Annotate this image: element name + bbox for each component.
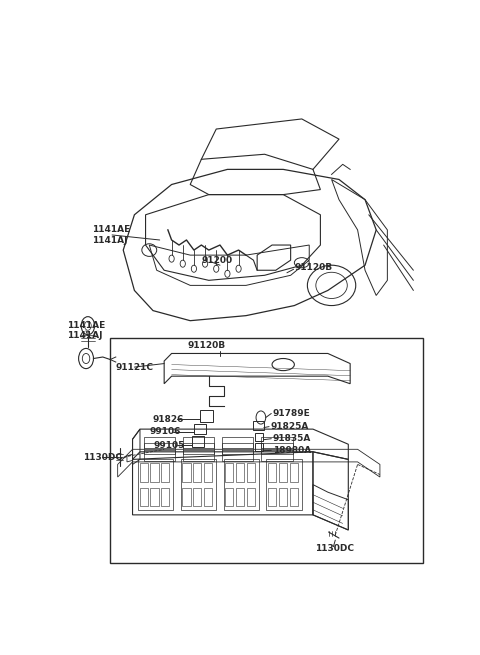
Bar bbox=[150, 487, 158, 506]
Text: 91826: 91826 bbox=[152, 415, 184, 424]
Text: 91120B: 91120B bbox=[188, 341, 226, 350]
Bar bbox=[161, 464, 169, 481]
Bar bbox=[182, 464, 191, 481]
Bar bbox=[140, 487, 148, 506]
Bar bbox=[266, 459, 302, 510]
Text: 1130DC: 1130DC bbox=[83, 453, 122, 462]
Bar bbox=[222, 443, 253, 455]
Bar bbox=[261, 450, 292, 461]
Bar bbox=[247, 464, 255, 481]
Bar bbox=[279, 487, 287, 506]
Bar bbox=[222, 437, 253, 448]
Bar bbox=[225, 464, 233, 481]
Bar bbox=[261, 443, 292, 455]
Bar bbox=[255, 433, 264, 441]
Text: 91825A: 91825A bbox=[270, 422, 309, 431]
Text: 91789E: 91789E bbox=[273, 409, 311, 418]
Bar bbox=[183, 443, 215, 455]
Bar bbox=[144, 450, 175, 461]
Bar bbox=[204, 487, 212, 506]
Bar bbox=[279, 464, 287, 481]
Bar bbox=[289, 464, 298, 481]
Bar bbox=[194, 424, 206, 434]
Text: 1141AE
1141AJ: 1141AE 1141AJ bbox=[92, 225, 130, 245]
Bar bbox=[182, 487, 191, 506]
Bar bbox=[200, 411, 213, 422]
Bar bbox=[253, 421, 264, 430]
Bar bbox=[268, 464, 276, 481]
Bar bbox=[236, 487, 244, 506]
Bar bbox=[289, 487, 298, 506]
Text: 91200: 91200 bbox=[202, 255, 232, 265]
Bar bbox=[193, 487, 202, 506]
Bar bbox=[236, 464, 244, 481]
Bar bbox=[204, 464, 212, 481]
Text: 18980A: 18980A bbox=[273, 446, 311, 455]
Bar bbox=[140, 464, 148, 481]
Bar bbox=[225, 487, 233, 506]
Bar bbox=[192, 436, 204, 447]
Bar bbox=[110, 339, 423, 563]
Bar bbox=[181, 459, 216, 510]
Bar bbox=[261, 437, 292, 448]
Text: 1130DC: 1130DC bbox=[315, 544, 354, 553]
Text: 99105: 99105 bbox=[154, 441, 185, 450]
Bar bbox=[138, 459, 173, 510]
Bar bbox=[144, 437, 175, 448]
Text: 91121C: 91121C bbox=[115, 363, 153, 371]
Bar bbox=[193, 464, 202, 481]
Bar bbox=[144, 443, 175, 455]
Text: 1141AE
1141AJ: 1141AE 1141AJ bbox=[67, 321, 106, 341]
Text: 99106: 99106 bbox=[149, 427, 180, 436]
Bar bbox=[222, 450, 253, 461]
Text: 91120B: 91120B bbox=[294, 263, 333, 272]
Bar bbox=[247, 487, 255, 506]
Bar bbox=[268, 487, 276, 506]
Bar bbox=[224, 459, 259, 510]
Bar bbox=[150, 464, 158, 481]
Bar bbox=[255, 443, 264, 451]
Bar bbox=[183, 450, 215, 461]
Bar bbox=[183, 437, 215, 448]
Bar bbox=[161, 487, 169, 506]
Text: 91835A: 91835A bbox=[273, 434, 311, 443]
